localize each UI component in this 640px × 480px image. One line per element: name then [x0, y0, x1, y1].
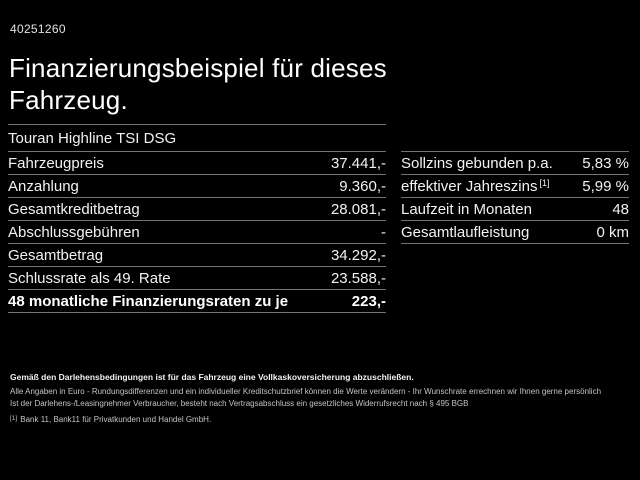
row-value: 34.292,- [330, 246, 386, 264]
bank-footnote-text: Bank 11, Bank11 für Privatkunden und Han… [20, 415, 212, 424]
rates-table: Sollzins gebunden p.a. 5,83 % effektiver… [401, 151, 629, 244]
bank-footnote-marker: [1] [10, 415, 18, 422]
withdrawal-note: Ist der Darlehens-/Leasingnehmer Verbrau… [10, 399, 469, 408]
row-label: effektiver Jahreszins [1] [401, 178, 549, 195]
finance-table: Touran Highline TSI DSG Fahrzeugpreis 37… [8, 124, 386, 313]
disclaimer-note: Alle Angaben in Euro - Rundungsdifferenz… [10, 387, 602, 396]
table-row-gesamtlaufleistung: Gesamtlaufleistung 0 km [401, 221, 629, 244]
row-value: 23.588,- [330, 269, 386, 287]
table-row-fahrzeugpreis: Fahrzeugpreis 37.441,- [8, 152, 386, 175]
table-row-gesamtbetrag: Gesamtbetrag 34.292,- [8, 244, 386, 267]
row-label: Sollzins gebunden p.a. [401, 154, 553, 172]
table-row-schlussrate: Schlussrate als 49. Rate 23.588,- [8, 267, 386, 290]
row-value: 5,99 % [582, 177, 629, 195]
page-title-line1: Finanzierungsbeispiel für dieses [9, 53, 387, 83]
row-value: 9.360,- [339, 177, 386, 195]
page-title: Finanzierungsbeispiel für dieses Fahrzeu… [9, 52, 387, 116]
row-value: 37.441,- [330, 154, 386, 172]
row-value: - [381, 223, 386, 241]
row-label: Gesamtkreditbetrag [8, 200, 140, 218]
table-row-laufzeit: Laufzeit in Monaten 48 [401, 198, 629, 221]
row-label: Fahrzeugpreis [8, 154, 104, 172]
table-row-sollzins: Sollzins gebunden p.a. 5,83 % [401, 152, 629, 175]
row-label: Laufzeit in Monaten [401, 200, 532, 218]
row-label-text: effektiver Jahreszins [401, 177, 538, 195]
row-label: Abschlussgebühren [8, 223, 140, 241]
row-value: 48 [612, 200, 629, 218]
row-label: 48 monatliche Finanzierungsraten zu je [8, 292, 289, 310]
table-row-anzahlung: Anzahlung 9.360,- [8, 175, 386, 198]
row-value: 223,- [351, 292, 386, 310]
reference-number: 40251260 [10, 22, 66, 36]
footnotes: Gemäß den Darlehensbedingungen ist für d… [10, 373, 632, 425]
table-row-effektiver-jahreszins: effektiver Jahreszins [1] 5,99 % [401, 175, 629, 198]
bank-footnote: [1] Bank 11, Bank11 für Privatkunden und … [10, 415, 632, 425]
insurance-note: Gemäß den Darlehensbedingungen ist für d… [10, 372, 414, 382]
footnote-marker: [1] [539, 177, 550, 188]
row-label: Schlussrate als 49. Rate [8, 269, 171, 287]
vehicle-name: Touran Highline TSI DSG [8, 125, 386, 152]
row-value: 5,83 % [582, 154, 629, 172]
page-title-line2: Fahrzeug. [9, 85, 128, 115]
table-row-gesamtkreditbetrag: Gesamtkreditbetrag 28.081,- [8, 198, 386, 221]
row-label: Gesamtbetrag [8, 246, 104, 264]
table-row-monatsrate: 48 monatliche Finanzierungsraten zu je 2… [8, 290, 386, 313]
row-label: Gesamtlaufleistung [401, 223, 530, 241]
row-label: Anzahlung [8, 177, 79, 195]
row-value: 28.081,- [330, 200, 386, 218]
table-row-abschlussgebuehren: Abschlussgebühren - [8, 221, 386, 244]
row-value: 0 km [596, 223, 629, 241]
